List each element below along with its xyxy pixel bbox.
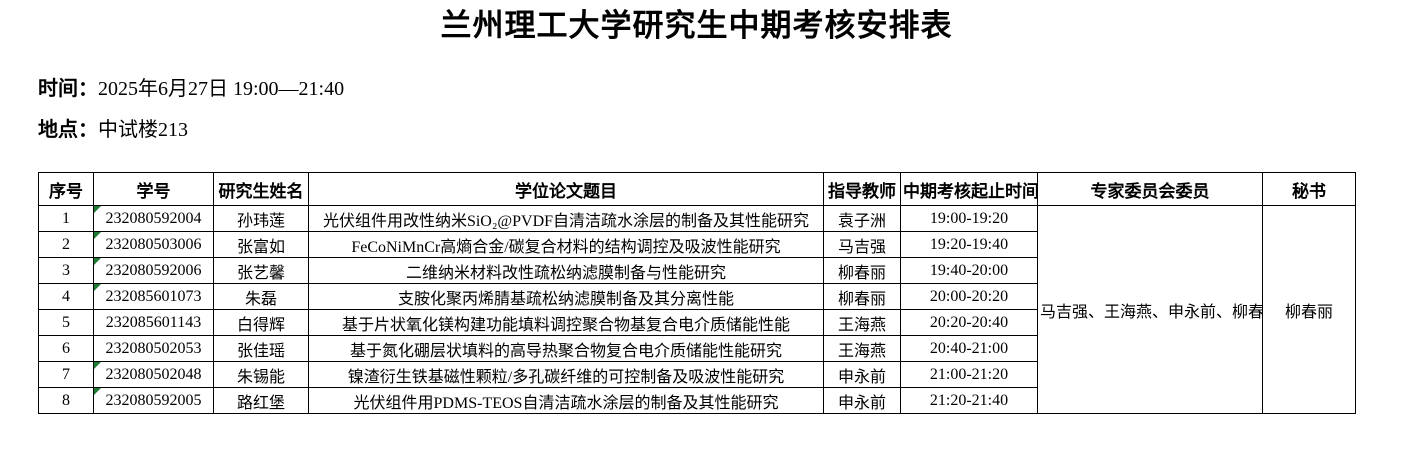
page-title: 兰州理工大学研究生中期考核安排表: [440, 8, 953, 43]
cell-student-name: 孙玮莲: [213, 205, 309, 232]
cell-time-slot: 20:40-21:00: [900, 335, 1038, 362]
cell-student-id: 232085601143: [93, 309, 214, 336]
cell-index: 2: [38, 231, 94, 258]
student-id-text: 232085601073: [105, 287, 202, 305]
assessment-schedule-table: 序号 学号 研究生姓名 学位论文题目 指导教师 中期考核起止时间 专家委员会委员…: [38, 172, 1356, 414]
excel-flag-icon: [94, 388, 101, 395]
column-header-secretary: 秘书: [1262, 172, 1356, 206]
cell-time-slot: 19:00-19:20: [900, 205, 1038, 232]
time-value: 2025年6月27日 19:00—21:40: [98, 78, 345, 100]
cell-student-id: 232085601073: [93, 283, 214, 310]
table-row: 1 232080592004 孙玮莲 光伏组件用改性纳米SiO₂@PVDF自清洁…: [38, 205, 1356, 414]
cell-thesis-title: 基于氮化硼层状填料的高导热聚合物复合电介质储能性能研究: [308, 335, 824, 362]
column-header-advisor: 指导教师: [823, 172, 901, 206]
cell-advisor: 马吉强: [823, 231, 901, 258]
column-header-time-slot: 中期考核起止时间: [900, 172, 1038, 206]
excel-flag-icon: [94, 232, 101, 239]
excel-flag-icon: [94, 284, 101, 291]
student-id-text: 232085601143: [105, 313, 202, 331]
document-content: 兰州理工大学研究生中期考核安排表 时间：2025年6月27日 19:00—21:…: [38, 0, 1356, 414]
cell-thesis-title: 光伏组件用PDMS-TEOS自清洁疏水涂层的制备及其性能研究: [308, 387, 824, 414]
student-id-text: 232080592004: [105, 209, 202, 227]
cell-student-name: 路红堡: [213, 387, 309, 414]
cell-index: 3: [38, 257, 94, 284]
cell-time-slot: 19:40-20:00: [900, 257, 1038, 284]
cell-student-name: 白得辉: [213, 309, 309, 336]
time-label: 时间：: [38, 78, 98, 100]
table-header-row: 序号 学号 研究生姓名 学位论文题目 指导教师 中期考核起止时间 专家委员会委员…: [38, 172, 1356, 206]
cell-student-name: 张富如: [213, 231, 309, 258]
column-header-thesis-title: 学位论文题目: [308, 172, 824, 206]
location-line: 地点：中试楼213: [38, 117, 1355, 143]
cell-index: 5: [38, 309, 94, 336]
cell-advisor: 申永前: [823, 387, 901, 414]
cell-thesis-title: FeCoNiMnCr高熵合金/碳复合材料的结构调控及吸波性能研究: [308, 231, 824, 258]
cell-student-name: 张艺馨: [213, 257, 309, 284]
column-header-student-id: 学号: [93, 172, 214, 206]
table-row: 6 232080502053 张佳瑶 基于氮化硼层状填料的高导热聚合物复合电介质…: [38, 335, 1356, 362]
cell-index: 4: [38, 283, 94, 310]
cell-thesis-title: 基于片状氧化镁构建功能填料调控聚合物基复合电介质储能性能: [308, 309, 824, 336]
cell-advisor: 申永前: [823, 361, 901, 388]
committee-members-cell: 马吉强、王海燕、申永前、柳春丽: [1037, 205, 1263, 414]
cell-thesis-title: 支胺化聚丙烯腈基疏松纳滤膜制备及其分离性能: [308, 283, 824, 310]
cell-student-id: 232080592005: [93, 387, 214, 414]
time-line: 时间：2025年6月27日 19:00—21:40: [38, 76, 1355, 102]
cell-student-name: 张佳瑶: [213, 335, 309, 362]
cell-advisor: 王海燕: [823, 309, 901, 336]
cell-advisor: 柳春丽: [823, 257, 901, 284]
cell-thesis-title: 光伏组件用改性纳米SiO₂@PVDF自清洁疏水涂层的制备及其性能研究: [308, 205, 824, 232]
cell-index: 1: [38, 205, 94, 232]
cell-index: 6: [38, 335, 94, 362]
table-row: 7 232080502048 朱锡能 镍渣衍生铁基磁性颗粒/多孔碳纤维的可控制备…: [38, 361, 1356, 388]
cell-student-id: 232080592004: [93, 205, 214, 232]
cell-time-slot: 20:20-20:40: [900, 309, 1038, 336]
excel-flag-icon: [94, 362, 101, 369]
column-header-index: 序号: [38, 172, 94, 206]
student-id-text: 232080592005: [105, 391, 202, 409]
cell-advisor: 柳春丽: [823, 283, 901, 310]
excel-flag-icon: [94, 206, 101, 213]
cell-index: 7: [38, 361, 94, 388]
table-row: 2 232080503006 张富如 FeCoNiMnCr高熵合金/碳复合材料的…: [38, 231, 1356, 258]
student-id-text: 232080502048: [105, 365, 202, 383]
cell-time-slot: 21:00-21:20: [900, 361, 1038, 388]
cell-index: 8: [38, 387, 94, 414]
excel-flag-icon: [94, 258, 101, 265]
cell-thesis-title: 镍渣衍生铁基磁性颗粒/多孔碳纤维的可控制备及吸波性能研究: [308, 361, 824, 388]
cell-student-id: 232080502053: [93, 335, 214, 362]
cell-time-slot: 20:00-20:20: [900, 283, 1038, 310]
secretary-cell: 柳春丽: [1262, 205, 1356, 414]
student-id-text: 232080502053: [105, 339, 202, 357]
table-row: 8 232080592005 路红堡 光伏组件用PDMS-TEOS自清洁疏水涂层…: [38, 387, 1356, 414]
cell-student-id: 232080592006: [93, 257, 214, 284]
cell-advisor: 王海燕: [823, 335, 901, 362]
cell-student-name: 朱锡能: [213, 361, 309, 388]
cell-thesis-title: 二维纳米材料改性疏松纳滤膜制备与性能研究: [308, 257, 824, 284]
cell-student-id: 232080502048: [93, 361, 214, 388]
table-row: 4 232085601073 朱磊 支胺化聚丙烯腈基疏松纳滤膜制备及其分离性能 …: [38, 283, 1356, 310]
location-label: 地点：: [38, 119, 98, 141]
student-id-text: 232080503006: [105, 235, 202, 253]
column-header-committee: 专家委员会委员: [1037, 172, 1263, 206]
cell-advisor: 袁子洲: [823, 205, 901, 232]
column-header-student-name: 研究生姓名: [213, 172, 309, 206]
cell-student-name: 朱磊: [213, 283, 309, 310]
table-row: 3 232080592006 张艺馨 二维纳米材料改性疏松纳滤膜制备与性能研究 …: [38, 257, 1356, 284]
location-value: 中试楼213: [98, 119, 188, 141]
student-id-text: 232080592006: [105, 261, 202, 279]
cell-time-slot: 21:20-21:40: [900, 387, 1038, 414]
cell-time-slot: 19:20-19:40: [900, 231, 1038, 258]
cell-student-id: 232080503006: [93, 231, 214, 258]
